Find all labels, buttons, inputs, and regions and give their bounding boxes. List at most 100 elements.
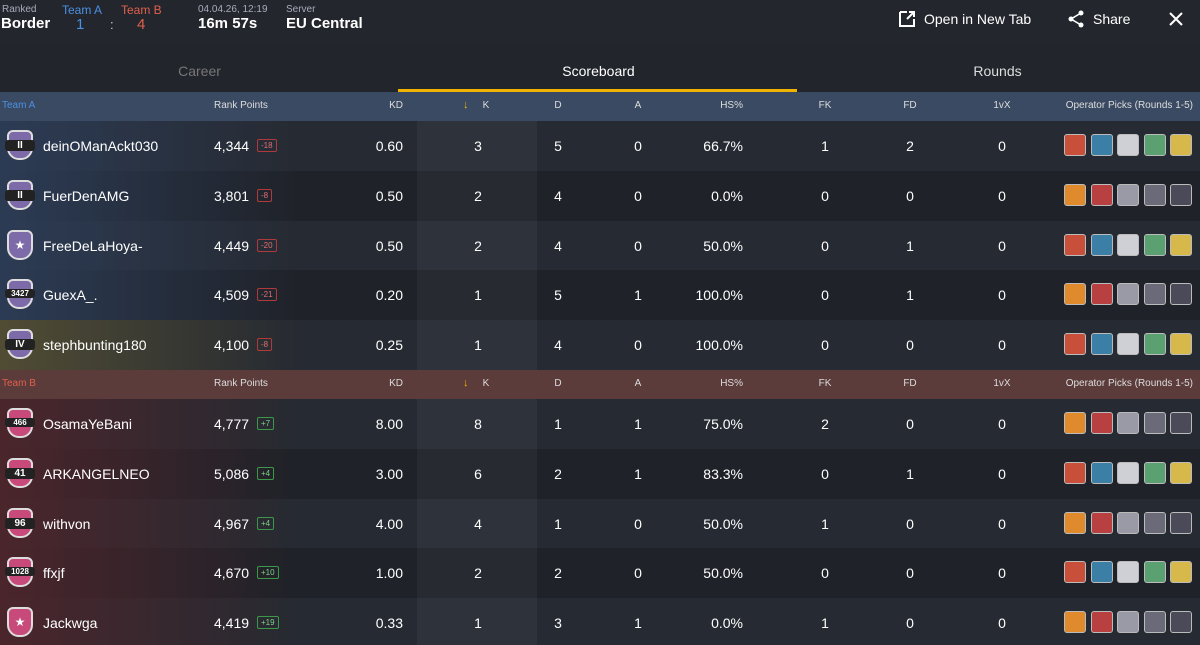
operator-icon[interactable]: [1143, 233, 1166, 256]
operator-icon[interactable]: [1143, 412, 1166, 434]
operator-icon[interactable]: [1143, 134, 1166, 156]
k-column-highlight: [417, 320, 537, 370]
operator-icon[interactable]: [1090, 611, 1113, 634]
operator-icon[interactable]: [1117, 461, 1139, 484]
operator-icon[interactable]: [1117, 233, 1139, 256]
tab[interactable]: Scoreboard: [562, 63, 635, 79]
operator-icon[interactable]: [1117, 561, 1139, 584]
active-tab-underline: [398, 89, 797, 92]
operator-icon[interactable]: [1090, 183, 1113, 206]
operator-icon[interactable]: [1064, 134, 1086, 156]
stat: 0.0%: [711, 615, 743, 632]
stat: 3.00: [375, 465, 403, 482]
stat: 0: [998, 615, 1006, 632]
operator-icon[interactable]: [1090, 134, 1113, 156]
operator-icon[interactable]: [1064, 333, 1086, 356]
player-name[interactable]: withvon: [43, 515, 91, 532]
operator-icon[interactable]: [1170, 412, 1192, 434]
stat: 0: [998, 138, 1006, 154]
close-button[interactable]: [1169, 12, 1183, 26]
operator-icon[interactable]: [1117, 134, 1139, 156]
player-row: [0, 448, 1200, 499]
player-name[interactable]: FreeDeLaHoya-: [43, 237, 143, 254]
operator-icon[interactable]: [1090, 412, 1113, 434]
operator-icon[interactable]: [1064, 561, 1086, 584]
operator-icon[interactable]: [1090, 461, 1113, 484]
rank-points: 3,801: [214, 187, 250, 204]
player-name[interactable]: GuexA_.: [43, 287, 98, 304]
tab[interactable]: Rounds: [973, 63, 1022, 79]
operator-icon[interactable]: [1064, 283, 1086, 306]
column-header: FK: [818, 100, 832, 111]
share[interactable]: Share: [1093, 11, 1131, 27]
team-name: Team A: [2, 100, 36, 111]
share-icon: [1068, 10, 1084, 28]
operator-icon[interactable]: [1090, 233, 1113, 256]
operator-icon[interactable]: [1117, 183, 1139, 206]
server: EU Central: [286, 15, 363, 32]
operator-icon[interactable]: [1170, 561, 1192, 584]
operator-icon[interactable]: [1170, 611, 1192, 634]
operator-icon[interactable]: [1143, 511, 1166, 534]
operator-icon[interactable]: [1117, 611, 1139, 634]
operator-icon[interactable]: [1143, 561, 1166, 584]
operator-icon[interactable]: [1170, 283, 1192, 306]
player-name[interactable]: FuerDenAMG: [43, 187, 130, 204]
player-name[interactable]: OsamaYeBani: [43, 416, 132, 432]
sort-arrow: ↓: [463, 99, 469, 111]
operator-icon[interactable]: [1170, 233, 1192, 256]
player-name[interactable]: ARKANGELNEO: [43, 465, 150, 482]
column-header: A: [634, 378, 642, 389]
operator-icon[interactable]: [1170, 134, 1192, 156]
operator-icon[interactable]: [1064, 611, 1086, 634]
header-bar: [0, 0, 1200, 45]
stat: 2: [474, 187, 482, 204]
operator-icon[interactable]: [1090, 283, 1113, 306]
stat: 4.00: [375, 515, 403, 532]
operator-icon[interactable]: [1117, 283, 1139, 306]
stat: 0: [998, 465, 1006, 482]
operator-icon[interactable]: [1064, 183, 1086, 206]
tab[interactable]: Career: [178, 63, 221, 79]
stat: 1: [906, 237, 914, 254]
stat: 1: [634, 465, 642, 482]
operator-icon[interactable]: [1143, 183, 1166, 206]
operator-icon[interactable]: [1117, 412, 1139, 434]
mode: Ranked: [2, 4, 37, 15]
stat: 8.00: [375, 416, 403, 432]
stat: 0: [634, 138, 642, 154]
player-name[interactable]: deinOManAckt030: [43, 138, 159, 154]
operator-icon[interactable]: [1064, 233, 1086, 256]
stat: 0.60: [375, 138, 403, 154]
open-new-tab[interactable]: Open in New Tab: [924, 11, 1032, 27]
operator-icon[interactable]: [1117, 511, 1139, 534]
player-row: [0, 598, 1200, 645]
operator-icon[interactable]: [1170, 183, 1192, 206]
operator-icon[interactable]: [1064, 461, 1086, 484]
operator-icon[interactable]: [1090, 511, 1113, 534]
player-name[interactable]: Jackwga: [43, 615, 98, 632]
badge-text: II: [5, 189, 35, 201]
rank-delta: +4: [257, 466, 275, 480]
operator-icon[interactable]: [1090, 333, 1113, 356]
column-header: Rank Points: [214, 100, 268, 111]
player-name[interactable]: ffxjf: [43, 565, 65, 582]
operator-icon[interactable]: [1143, 611, 1166, 634]
stat: 50.0%: [703, 565, 743, 582]
score-separator: :: [110, 17, 114, 32]
player-name[interactable]: stephbunting180: [43, 337, 147, 354]
operator-icon[interactable]: [1170, 333, 1192, 356]
operator-icon[interactable]: [1170, 511, 1192, 534]
operator-icon[interactable]: [1117, 333, 1139, 356]
badge-text: 466: [5, 418, 35, 427]
operator-icon[interactable]: [1143, 333, 1166, 356]
operator-icon[interactable]: [1170, 461, 1192, 484]
operator-icon[interactable]: [1064, 412, 1086, 434]
operator-icon[interactable]: [1064, 511, 1086, 534]
stat: 0: [634, 515, 642, 532]
operator-icon[interactable]: [1143, 283, 1166, 306]
operator-icon[interactable]: [1090, 561, 1113, 584]
stat: 0: [906, 615, 914, 632]
stat: 5: [554, 287, 562, 304]
operator-icon[interactable]: [1143, 461, 1166, 484]
